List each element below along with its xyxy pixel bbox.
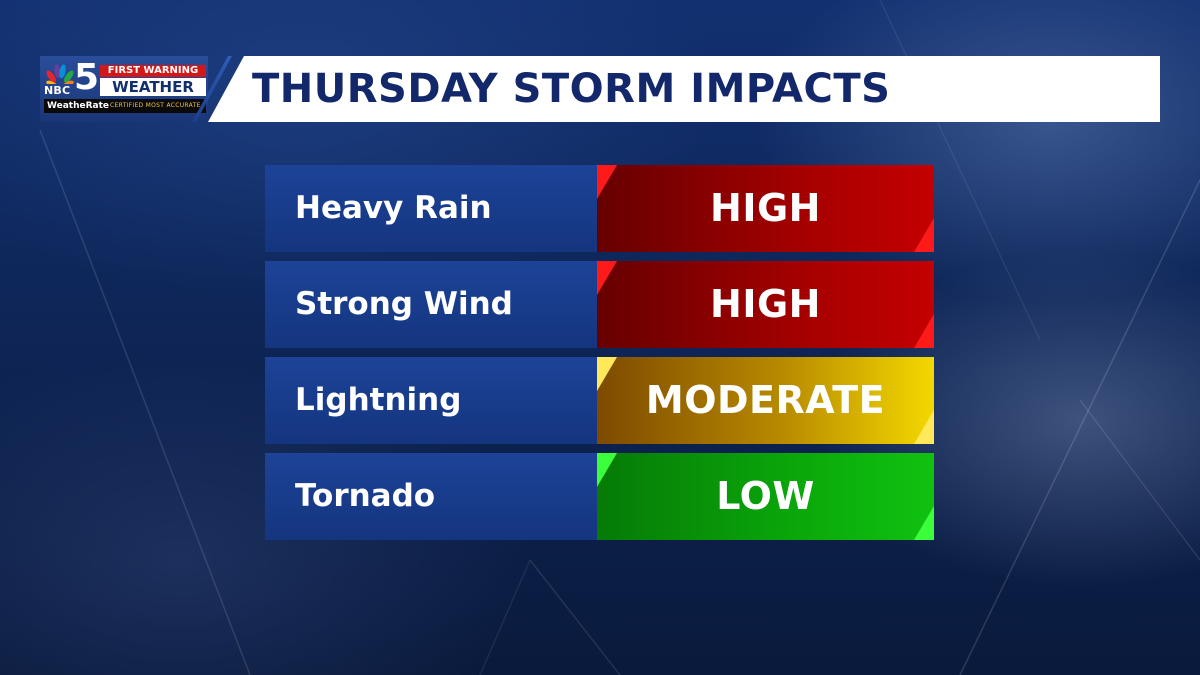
impact-label: Lightning — [295, 382, 462, 418]
title-bar — [208, 56, 1160, 122]
weatherate-strip: WeatheRate CERTIFIED MOST ACCURATE — [44, 99, 206, 113]
impact-level-cell: LOW — [597, 453, 934, 540]
impact-level: HIGH — [710, 282, 821, 326]
corner-accent — [914, 314, 934, 348]
impact-label: Strong Wind — [295, 286, 513, 322]
impact-label-cell: Strong Wind — [265, 261, 597, 348]
corner-accent — [914, 218, 934, 252]
station-logo: NBC 5 FIRST WARNING WEATHER WeatheRate C… — [40, 56, 208, 122]
corner-accent — [597, 165, 617, 199]
impact-level-cell: HIGH — [597, 165, 934, 252]
nbc-peacock-icon — [46, 64, 74, 84]
weatherate-label: WeatheRate — [47, 101, 110, 111]
first-warning-label: FIRST WARNING — [100, 65, 206, 77]
impact-level-cell: MODERATE — [597, 357, 934, 444]
station-header: NBC 5 FIRST WARNING WEATHER WeatheRate C… — [40, 56, 1160, 122]
corner-accent — [597, 261, 617, 295]
nbc-wordmark: NBC — [44, 84, 71, 97]
certified-label: CERTIFIED MOST ACCURATE — [110, 102, 201, 109]
impact-row-heavy-rain: Heavy Rain HIGH — [265, 165, 934, 252]
impact-label-cell: Tornado — [265, 453, 597, 540]
corner-accent — [914, 506, 934, 540]
impact-label: Heavy Rain — [295, 190, 492, 226]
corner-accent — [914, 410, 934, 444]
impact-level: LOW — [716, 474, 815, 518]
impacts-table: Heavy Rain HIGH Strong Wind HIGH Lightni… — [265, 165, 934, 549]
page-title: THURSDAY STORM IMPACTS — [252, 66, 891, 112]
channel-number: 5 — [74, 57, 100, 98]
impact-row-lightning: Lightning MODERATE — [265, 357, 934, 444]
impact-level: HIGH — [710, 186, 821, 230]
impact-label: Tornado — [295, 478, 436, 514]
impact-row-tornado: Tornado LOW — [265, 453, 934, 540]
impact-label-cell: Heavy Rain — [265, 165, 597, 252]
impact-level-cell: HIGH — [597, 261, 934, 348]
corner-accent — [597, 453, 617, 487]
weather-label: WEATHER — [100, 78, 206, 96]
impact-row-strong-wind: Strong Wind HIGH — [265, 261, 934, 348]
impact-level: MODERATE — [645, 378, 886, 422]
corner-accent — [597, 357, 617, 391]
impact-label-cell: Lightning — [265, 357, 597, 444]
